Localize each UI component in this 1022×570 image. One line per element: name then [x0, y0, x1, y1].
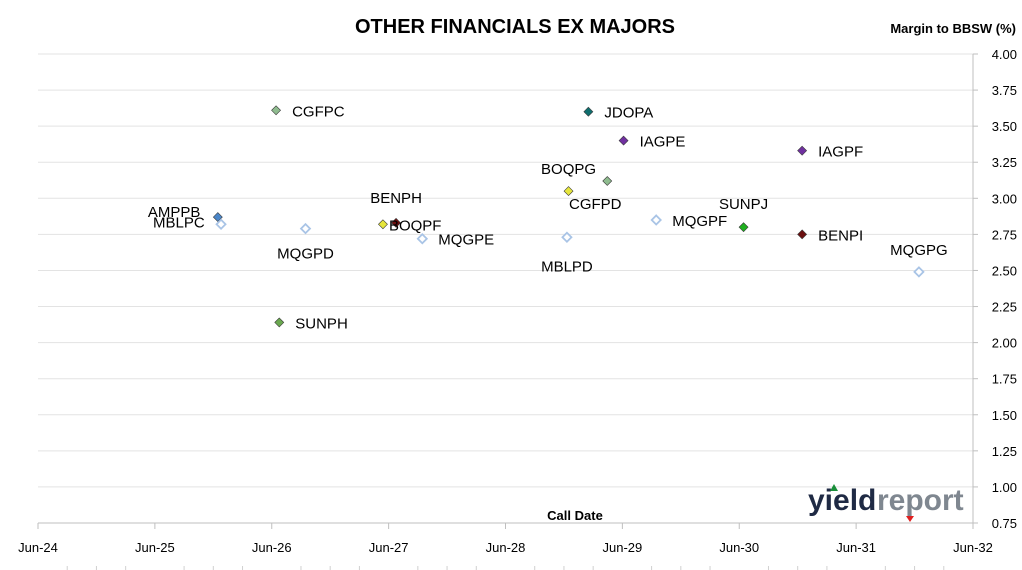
point-label-mblpd: MBLPD [541, 258, 593, 275]
gridlines [38, 53, 973, 488]
y-tick-label: 4.00 [992, 47, 1017, 62]
point-label-iagpe: IAGPE [640, 134, 686, 151]
y-tick-label: 3.00 [992, 191, 1017, 206]
x-axis-title: Call Date [547, 508, 603, 523]
point-mqgpg [913, 266, 925, 278]
x-tick-labels: Jun-24 Jun-25 Jun-26 Jun-27 Jun-28 Jun-29 Jun-… [18, 523, 993, 570]
point-label-boqpf: BOQPF [389, 217, 442, 234]
x-tick-label: Jun-28 [486, 540, 526, 555]
point-label-cgfpc: CGFPC [292, 103, 345, 120]
point-mblpd [561, 231, 573, 244]
point-mqgpf [650, 214, 662, 226]
point-label-mqgpd: MQGPD [277, 246, 334, 263]
point-label-sunpj: SUNPJ [719, 196, 768, 213]
point-label-amppb: AMPPB [148, 204, 201, 221]
y-tick-label: 0.75 [992, 516, 1017, 531]
point-label-boqpg: BOQPG [541, 161, 596, 178]
point-amppb [212, 212, 223, 222]
x-tick-label: Jun-25 [135, 540, 175, 555]
y-axis-title: Margin to BBSW (%) [890, 21, 1016, 36]
logo-text-yield: yield [808, 484, 876, 517]
point-boqpf [378, 219, 388, 230]
point-boqpg [563, 186, 574, 197]
point-mblpc [215, 218, 227, 231]
x-tick-label: Jun-30 [719, 540, 759, 555]
point-label-mqgpe: MQGPE [438, 232, 494, 249]
chart-title: OTHER FINANCIALS EX MAJORS [355, 16, 675, 38]
y-tick-label: 2.25 [992, 300, 1017, 315]
y-tick-label: 1.75 [992, 372, 1017, 387]
point-jdopa [583, 106, 594, 117]
x-tick-label: Jun-27 [369, 540, 409, 555]
y-tick-label: 3.75 [992, 83, 1017, 98]
y-tick-label: 3.25 [992, 155, 1017, 170]
down-arrow-icon [906, 516, 914, 522]
point-iagpf [797, 145, 808, 156]
yieldreport-logo: yield report [808, 484, 964, 522]
y-tick-label: 3.50 [992, 119, 1017, 134]
y-tick-label: 2.75 [992, 227, 1017, 242]
up-arrow-icon [830, 484, 838, 491]
point-iagpe [618, 135, 629, 146]
x-tick-label: Jun-26 [252, 540, 292, 555]
x-tick-label: Jun-31 [836, 540, 876, 555]
logo-text-report: report [877, 484, 964, 517]
point-label-cgfpd: CGFPD [569, 196, 622, 213]
point-cgfpc [271, 105, 281, 116]
y-tick-labels: 0.75 1.00 1.25 1.50 1.75 2.00 2.25 2.50 2.75 3.00… [973, 47, 1017, 531]
x-tick-label: Jun-32 [953, 540, 993, 555]
point-label-mqgpf: MQGPF [672, 213, 727, 230]
point-benph [391, 217, 401, 228]
point-label-benph: BENPH [370, 190, 422, 207]
point-sunph [274, 317, 285, 328]
y-tick-label: 1.50 [992, 408, 1017, 423]
point-label-mblpc: MBLPC [153, 214, 205, 231]
point-mqgpe [416, 232, 429, 245]
point-label-mqgpg: MQGPG [890, 242, 948, 259]
point-label-jdopa: JDOPA [604, 105, 653, 122]
point-sunpj [738, 222, 749, 233]
y-tick-label: 2.50 [992, 263, 1017, 278]
point-cgfpd [602, 176, 613, 186]
point-mqgpd [299, 222, 312, 235]
x-tick-label: Jun-24 [18, 540, 58, 555]
x-tick-label: Jun-29 [603, 540, 643, 555]
point-label-iagpf: IAGPF [818, 144, 863, 161]
point-label-benpi: BENPI [818, 227, 863, 244]
y-tick-label: 2.00 [992, 336, 1017, 351]
y-tick-label: 1.25 [992, 444, 1017, 459]
point-benpi [797, 229, 808, 240]
point-label-sunph: SUNPH [295, 315, 348, 332]
y-tick-label: 1.00 [992, 480, 1017, 495]
